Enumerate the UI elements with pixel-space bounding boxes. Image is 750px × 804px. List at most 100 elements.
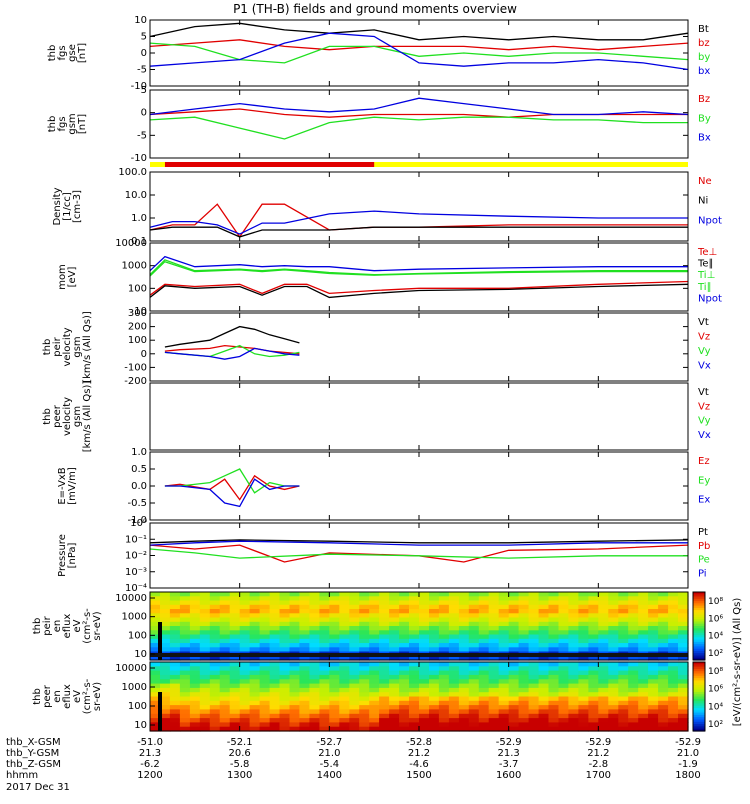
heatmap-cell <box>219 666 231 672</box>
heatmap-cell <box>548 683 560 689</box>
legend-label: Ez <box>698 456 710 467</box>
heatmap-cell <box>150 626 161 631</box>
heatmap-cell <box>409 643 420 648</box>
heatmap-cell <box>160 613 171 619</box>
heatmap-cell <box>448 592 460 597</box>
heatmap-cell <box>578 666 589 672</box>
heatmap-cell <box>568 600 579 606</box>
heatmap-cell <box>518 705 530 710</box>
heatmap-cell <box>658 596 669 602</box>
heatmap-cell <box>269 679 281 685</box>
heatmap-cell <box>160 700 171 706</box>
heatmap-cell <box>379 621 390 627</box>
heatmap-cell <box>628 674 639 680</box>
heatmap-cell <box>648 638 659 644</box>
colorbar-label: [eV/(cm²-s-sr-eV)] (All Qs) <box>732 598 743 727</box>
heatmap-cell <box>678 655 689 661</box>
colorbar-cell <box>693 601 705 604</box>
heatmap-cell <box>608 609 619 614</box>
heatmap-cell <box>289 662 301 667</box>
y-tick-label: 100 <box>128 283 147 294</box>
heatmap-cell <box>638 674 649 680</box>
colorbar-cell <box>693 708 705 711</box>
heatmap-cell <box>189 700 201 706</box>
heatmap-cell <box>478 600 490 606</box>
heatmap-cell <box>389 666 400 672</box>
heatmap-cell <box>558 638 570 644</box>
heatmap-cell <box>598 683 609 689</box>
heatmap-cell <box>369 709 380 715</box>
heatmap-cell <box>199 705 211 710</box>
legend-label: Te⊥ <box>697 247 717 258</box>
heatmap-cell <box>478 613 490 619</box>
heatmap-cell <box>478 705 490 710</box>
heatmap-cell <box>458 596 470 602</box>
heatmap-cell <box>468 626 480 631</box>
heatmap-cell <box>618 655 629 661</box>
heatmap-cell <box>608 630 619 636</box>
heatmap-cell <box>219 630 231 636</box>
heatmap-cell <box>319 655 330 661</box>
heatmap-cell <box>538 600 550 606</box>
heatmap-cell <box>349 666 360 672</box>
heatmap-cell <box>349 705 360 710</box>
heatmap-cell <box>458 726 470 732</box>
heatmap-cell <box>678 718 689 723</box>
heatmap-cell <box>179 718 191 723</box>
heatmap-cell <box>229 604 241 610</box>
heatmap-cell <box>279 617 291 623</box>
heatmap-cell <box>548 718 560 723</box>
heatmap-cell <box>429 604 440 610</box>
heatmap-cell <box>179 722 191 728</box>
heatmap-cell <box>259 718 271 723</box>
heatmap-cell <box>189 643 201 648</box>
heatmap-cell <box>518 596 530 602</box>
heatmap-cell <box>219 687 231 693</box>
heatmap-cell <box>219 709 231 715</box>
heatmap-cell <box>498 596 510 602</box>
heatmap-cell <box>458 638 470 644</box>
heatmap-cell <box>648 630 659 636</box>
heatmap-cell <box>369 638 380 644</box>
heatmap-cell <box>389 643 400 648</box>
heatmap-cell <box>399 700 410 706</box>
heatmap-cell <box>389 647 400 653</box>
heatmap-cell <box>249 596 261 602</box>
heatmap-cell <box>628 696 639 702</box>
heatmap-cell <box>608 666 619 672</box>
series-line-Bx <box>149 97 689 116</box>
heatmap-cell <box>638 666 649 672</box>
mode-bar-red <box>164 162 375 167</box>
heatmap-cell <box>508 696 520 702</box>
heatmap-cell <box>578 647 589 653</box>
heatmap-cell <box>608 662 619 667</box>
heatmap-cell <box>508 709 520 715</box>
heatmap-cell <box>329 722 340 728</box>
heatmap-cell <box>379 604 390 610</box>
heatmap-cell <box>419 647 430 653</box>
heatmap-cell <box>349 670 360 676</box>
heatmap-cell <box>588 626 599 631</box>
heatmap-cell <box>289 630 301 636</box>
heatmap-cell <box>279 696 291 702</box>
heatmap-cell <box>289 647 301 653</box>
heatmap-cell <box>458 621 470 627</box>
heatmap-cell <box>488 696 500 702</box>
heatmap-cell <box>438 696 450 702</box>
heatmap-cell <box>648 596 659 602</box>
heatmap-cell <box>658 626 669 631</box>
heatmap-cell <box>538 626 550 631</box>
y-axis-label-line: [nPa] <box>67 542 78 568</box>
heatmap-cell <box>628 666 639 672</box>
heatmap-cell <box>618 726 629 732</box>
colorbar-tick-label: 10⁴ <box>708 632 723 642</box>
heatmap-cell <box>309 600 320 606</box>
heatmap-cell <box>468 726 480 732</box>
y-axis-label: thbfgsgse[nT] <box>47 43 88 63</box>
heatmap-cell <box>598 722 609 728</box>
heatmap-cell <box>588 700 599 706</box>
heatmap-cell <box>179 674 191 680</box>
heatmap-cell <box>389 683 400 689</box>
heatmap-cell <box>608 696 619 702</box>
y-axis-label-line: thb <box>32 688 43 705</box>
